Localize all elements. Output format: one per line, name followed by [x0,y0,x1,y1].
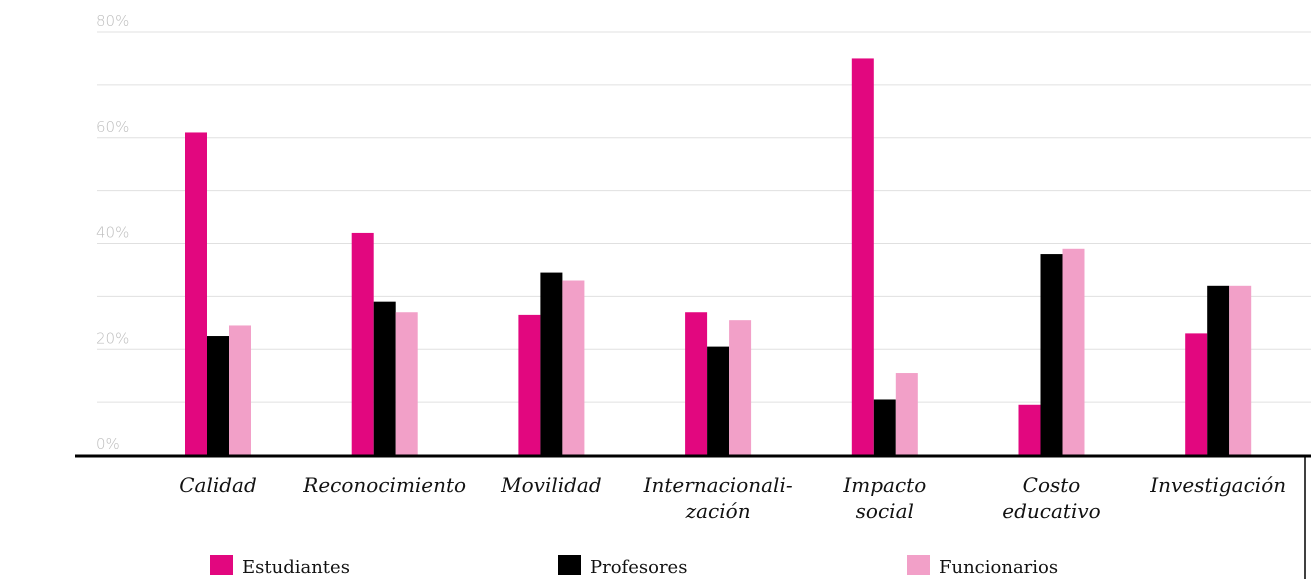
category-label: Investigación [1149,473,1286,497]
bar-estudiantes [1018,404,1041,455]
bar-funcionarios [229,325,251,455]
bar-funcionarios [729,320,752,455]
bar-funcionarios [562,280,585,455]
y-tick-label: 20% [96,329,129,347]
legend-swatch [558,555,581,575]
bar-estudiantes [851,58,874,455]
bar-profesores [707,346,730,455]
bars [185,58,1252,455]
legend-swatch [907,555,930,575]
bar-funcionarios [1062,248,1085,455]
bar-estudiantes [185,132,207,455]
bar-profesores [373,301,396,455]
bar-estudiantes [351,232,374,455]
bar-funcionarios [395,312,418,455]
legend-label: Funcionarios [939,557,1058,578]
bar-funcionarios [895,373,918,455]
category-label: Calidad [179,473,257,497]
category-label: Internacionali-zación [643,473,793,523]
category-label: Reconocimiento [302,473,466,497]
y-tick-label: 40% [96,224,129,242]
bar-funcionarios [1229,285,1252,455]
category-label: Impacto social [842,473,926,523]
legend-label: Profesores [590,557,687,578]
y-tick-label: 80% [96,12,129,30]
x-axis-labels: Calidad Reconocimiento Movilidad Internacio… [179,473,1286,523]
bar-profesores [873,399,896,455]
y-axis-ticks: 0% 20% 40% 60% 80% [96,12,129,453]
legend-item: Estudiantes [210,555,350,578]
y-tick-label: 0% [96,435,120,453]
category-label: Movilidad [500,473,602,497]
gridlines [97,31,1311,403]
legend-swatch [210,555,233,575]
bar-estudiantes [1185,333,1208,455]
y-tick-label: 60% [96,118,129,136]
legend-item: Funcionarios [907,555,1058,578]
category-label: Costo educativo [1002,473,1100,523]
bar-profesores [1040,254,1063,455]
legend: Estudiantes Profesores Funcionarios [210,555,1058,578]
bar-profesores [207,336,229,455]
bar-profesores [1207,285,1230,455]
bar-estudiantes [685,312,708,455]
bar-profesores [540,272,563,455]
bar-estudiantes [518,314,541,455]
legend-item: Profesores [558,555,687,578]
legend-label: Estudiantes [242,557,350,578]
